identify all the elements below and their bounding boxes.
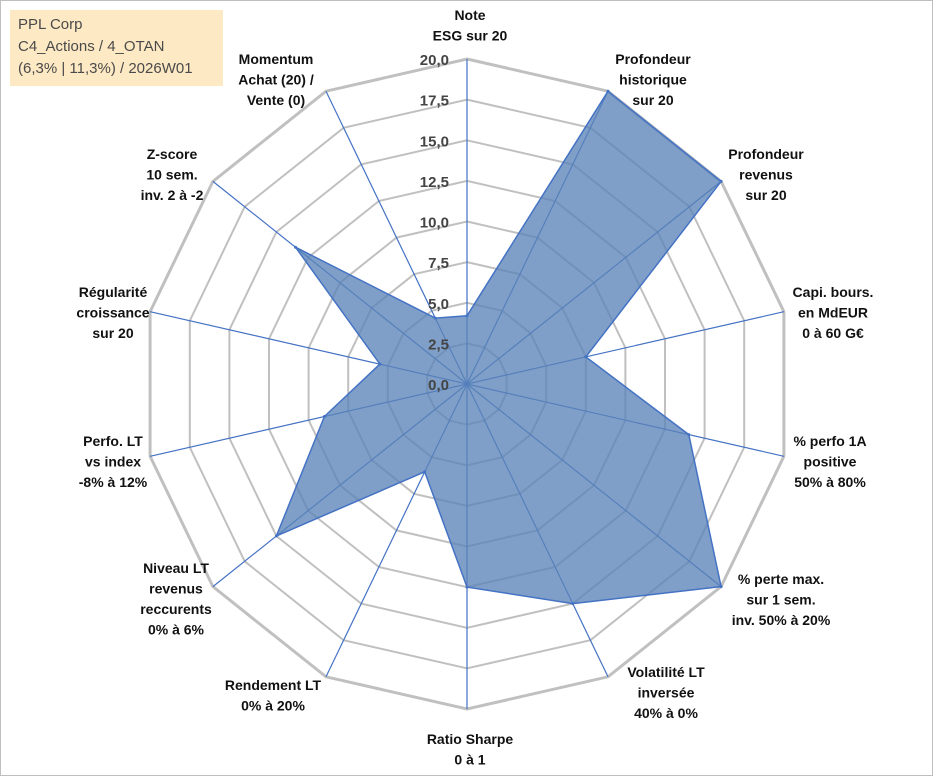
- data-point-4: [584, 355, 588, 359]
- axis-label-1: Note ESG sur 20: [433, 7, 508, 44]
- axis-label-line: % perte max.: [738, 571, 824, 587]
- tick-label: 15,0: [420, 133, 449, 150]
- tick-label: 17,5: [420, 93, 449, 110]
- axis-label-2: Profondeur historique sur 20: [615, 51, 691, 108]
- axis-label-line: sur 1 sem.: [746, 592, 815, 608]
- axis-label-4: Capi. bours. en MdEUR 0 à 60 G€: [793, 284, 874, 341]
- axis-label-line: 0 à 1: [454, 752, 485, 768]
- info-box: PPL Corp C4_Actions / 4_OTAN (6,3% | 11,…: [10, 10, 223, 86]
- axis-label-13: Z-score 10 sem. inv. 2 à -2: [141, 146, 204, 203]
- axis-label-9: Rendement LT 0% à 20%: [225, 677, 322, 714]
- axis-label-line: Momentum: [239, 51, 314, 67]
- radial-tick-labels: 0,0 2,5 5,0 7,5 10,0 12,5 15,0 17,5 20,0: [420, 52, 449, 394]
- axis-label-line: Note: [454, 7, 485, 23]
- axis-label-line: Ratio Sharpe: [427, 731, 514, 747]
- axis-label-12: Régularité croissance sur 20: [76, 284, 149, 341]
- tick-label: 7,5: [428, 255, 449, 272]
- axis-label-line: sur 20: [632, 92, 673, 108]
- axis-label-line: positive: [804, 454, 857, 470]
- period-info: (6,3% | 11,3%) / 2026W01: [18, 60, 193, 77]
- axis-label-line: 50% à 80%: [794, 474, 866, 490]
- axis-label-line: revenus: [149, 581, 203, 597]
- axis-label-7: Volatilité LT inversée 40% à 0%: [627, 664, 705, 721]
- tick-label: 2,5: [428, 336, 449, 353]
- axis-label-line: Volatilité LT: [627, 664, 705, 680]
- axis-label-line: Vente (0): [247, 92, 305, 108]
- axis-label-line: Régularité: [79, 284, 148, 300]
- portfolio-name: C4_Actions / 4_OTAN: [18, 38, 165, 55]
- data-point-8: [465, 585, 469, 589]
- company-name: PPL Corp: [18, 16, 83, 33]
- data-point-2: [606, 89, 610, 93]
- tick-label: 10,0: [420, 215, 449, 232]
- axis-label-line: % perfo 1A: [793, 433, 866, 449]
- data-point-9: [423, 470, 427, 474]
- axis-label-line: historique: [619, 72, 687, 88]
- tick-label: 20,0: [420, 52, 449, 69]
- axis-label-line: 0% à 6%: [148, 622, 205, 638]
- axis-label-line: croissance: [76, 305, 149, 321]
- tick-label: 5,0: [428, 296, 449, 313]
- axis-label-line: inversée: [638, 685, 695, 701]
- axis-label-line: 0 à 60 G€: [802, 325, 864, 341]
- axis-label-line: reccurents: [140, 601, 212, 617]
- series-area: [275, 90, 723, 605]
- axis-label-line: Rendement LT: [225, 677, 322, 693]
- data-point-11: [322, 415, 326, 418]
- axis-label-line: ESG sur 20: [433, 28, 508, 44]
- axis-label-10: Niveau LT revenus reccurents 0% à 6%: [140, 560, 212, 638]
- data-point-7: [571, 602, 575, 606]
- axis-label-line: 10 sem.: [146, 167, 197, 183]
- axis-label-14: Momentum Achat (20) / Vente (0): [238, 51, 314, 108]
- radar-series: [274, 89, 723, 606]
- axis-label-line: inv. 2 à -2: [141, 187, 204, 203]
- axis-label-line: 40% à 0%: [634, 705, 698, 721]
- axis-label-line: Achat (20) /: [238, 72, 314, 88]
- axis-labels: Note ESG sur 20 Profondeur historique sur 20…: [76, 7, 873, 768]
- data-point-12: [378, 362, 382, 366]
- axis-label-5: % perfo 1A positive 50% à 80%: [793, 433, 866, 490]
- axis-label-line: sur 20: [92, 325, 133, 341]
- axis-label-6: % perte max. sur 1 sem. inv. 50% à 20%: [732, 571, 831, 628]
- tick-label: 0,0: [428, 377, 449, 394]
- axis-label-3: Profondeur revenus sur 20: [728, 146, 804, 203]
- axis-label-line: -8% à 12%: [79, 474, 148, 490]
- data-point-3: [719, 179, 723, 183]
- data-point-14: [433, 316, 437, 320]
- axis-label-line: 0% à 20%: [241, 698, 305, 714]
- axis-label-line: Capi. bours.: [793, 284, 874, 300]
- axis-label-11: Perfo. LT vs index -8% à 12%: [79, 433, 148, 490]
- data-point-13: [294, 245, 297, 249]
- axis-label-line: sur 20: [745, 187, 786, 203]
- axis-label-line: Profondeur: [728, 146, 804, 162]
- axis-label-line: vs index: [85, 454, 141, 470]
- tick-label: 12,5: [420, 174, 449, 191]
- data-point-6: [719, 585, 723, 589]
- data-point-1: [465, 314, 469, 318]
- axis-label-line: en MdEUR: [798, 305, 868, 321]
- data-point-5: [687, 433, 691, 437]
- axis-label-8: Ratio Sharpe 0 à 1: [427, 731, 514, 768]
- axis-label-line: inv. 50% à 20%: [732, 612, 831, 628]
- axis-label-line: Perfo. LT: [83, 433, 143, 449]
- axis-label-line: Niveau LT: [143, 560, 209, 576]
- axis-label-line: Profondeur: [615, 51, 691, 67]
- axis-label-line: Z-score: [147, 146, 198, 162]
- axis-label-line: revenus: [739, 167, 793, 183]
- data-point-10: [274, 534, 278, 538]
